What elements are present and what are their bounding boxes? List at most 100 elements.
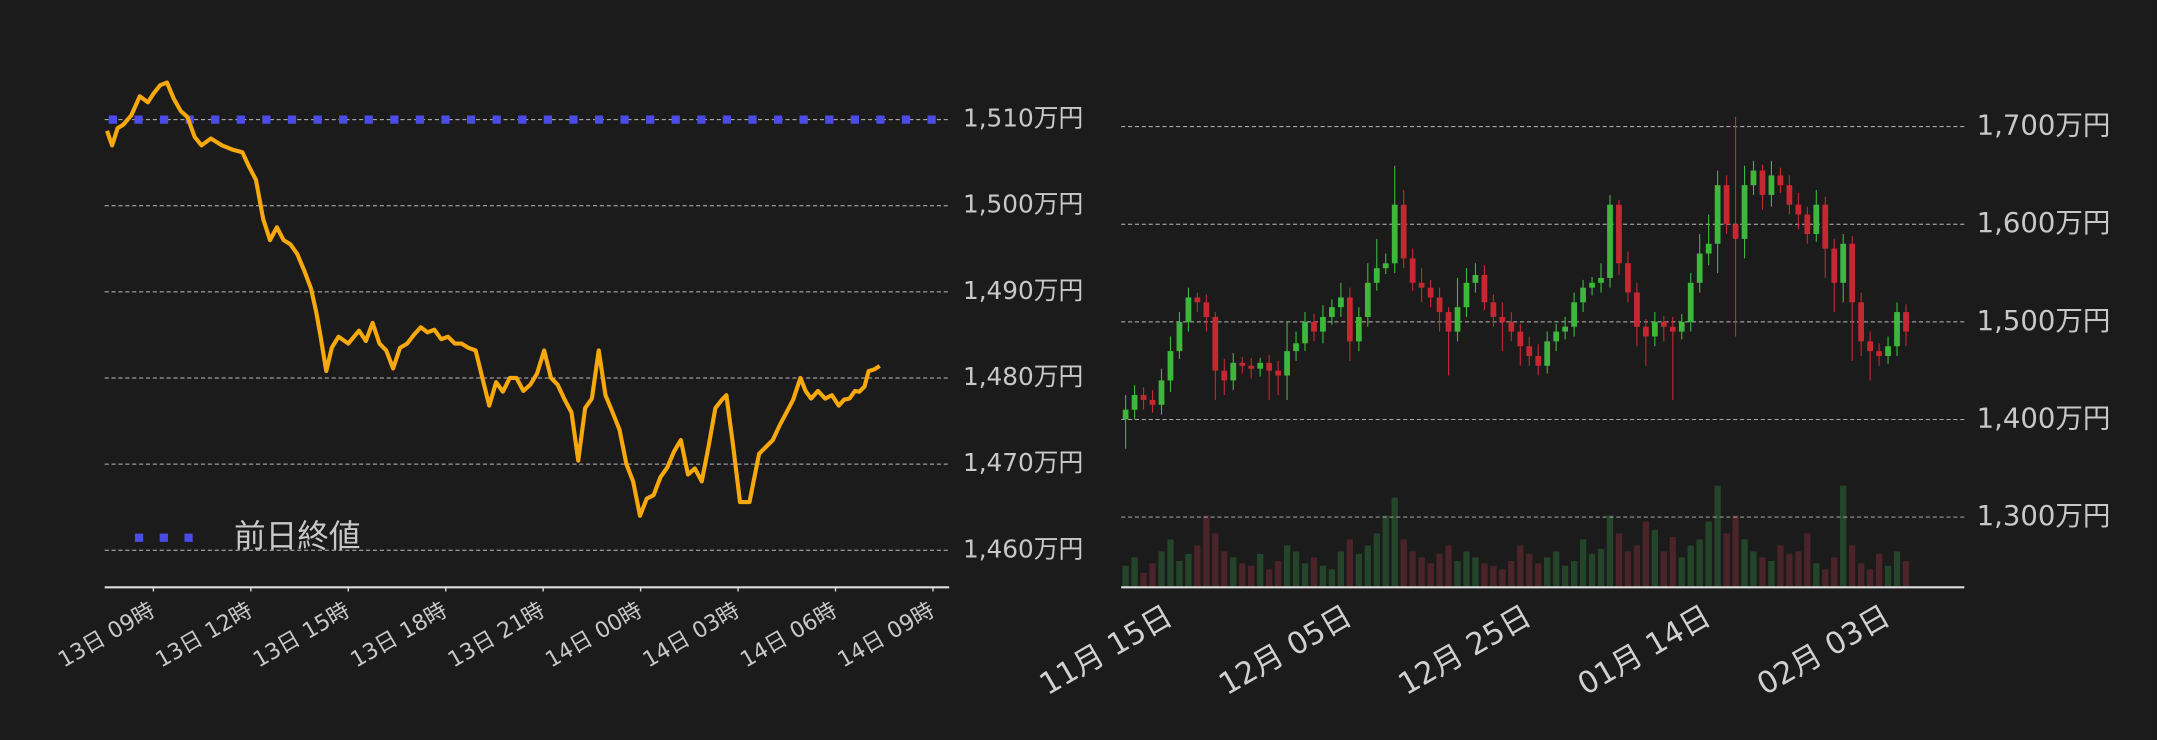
volume-bar: [1831, 557, 1838, 588]
candle-body: [1275, 370, 1281, 376]
candle-body: [1338, 297, 1344, 308]
volume-bar: [1436, 553, 1443, 588]
candle-body: [1167, 351, 1174, 381]
candle-body: [1203, 302, 1210, 317]
candle-body: [1373, 268, 1380, 283]
volume-bar: [1328, 569, 1336, 588]
candle-body: [1759, 170, 1766, 195]
volume-bar: [1642, 521, 1650, 588]
volume-bar: [1158, 551, 1165, 588]
volume-bar: [1463, 551, 1470, 588]
candle-body: [1329, 307, 1335, 317]
candle-body: [1221, 370, 1228, 381]
candle-body: [1526, 346, 1533, 357]
volume-bar: [1418, 557, 1425, 588]
candle-body: [1849, 243, 1856, 303]
volume-bar: [1131, 557, 1138, 588]
volume-bar: [1508, 560, 1515, 588]
volume-bar: [1248, 565, 1255, 588]
candle-body: [1185, 297, 1192, 322]
volume-bar: [1866, 569, 1874, 588]
y-tick-label: 1,470万円: [963, 448, 1083, 477]
candle-body: [1400, 204, 1407, 259]
candle-body: [1840, 243, 1847, 283]
candle-body: [1382, 263, 1389, 269]
candle-body: [1445, 312, 1452, 332]
volume-bar: [1741, 539, 1748, 588]
candle-body: [1418, 282, 1425, 288]
candle-body: [1723, 185, 1730, 225]
volume-bar: [1624, 551, 1632, 588]
candle-body: [1311, 321, 1317, 332]
candle-body: [1194, 297, 1201, 303]
candle-body: [1562, 326, 1569, 332]
candle-body: [1831, 248, 1838, 283]
candle-body: [1643, 326, 1649, 337]
candle-body: [1472, 274, 1479, 283]
candle-body: [1571, 302, 1577, 327]
candle-body: [1786, 185, 1793, 205]
candle-body: [1768, 175, 1775, 195]
candle-body: [1885, 346, 1891, 357]
volume-bar: [1795, 551, 1802, 588]
volume-bar: [1454, 560, 1461, 588]
candle-body: [1230, 362, 1237, 381]
volume-bar: [1337, 551, 1345, 588]
volume-bar: [1579, 539, 1587, 588]
volume-bar: [1481, 563, 1488, 588]
volume-bar: [1768, 560, 1775, 588]
candle-body: [1499, 316, 1506, 322]
candle-body: [1284, 351, 1290, 376]
volume-bar: [1364, 545, 1371, 588]
candle-body: [1687, 282, 1694, 322]
volume-bar: [1804, 533, 1811, 588]
volume-bar: [1597, 549, 1605, 588]
y-tick-label: 1,600万円: [1977, 207, 2111, 239]
volume-bar: [1185, 553, 1192, 588]
volume-bar: [1884, 565, 1892, 588]
candle-body: [1346, 297, 1353, 342]
volume-bar: [1149, 563, 1156, 588]
volume-bar: [1427, 563, 1434, 588]
volume-bar: [1283, 545, 1291, 588]
volume-bar: [1266, 569, 1273, 588]
candle-body: [1364, 282, 1371, 317]
candle-body: [1544, 341, 1551, 366]
volume-bar: [1687, 545, 1694, 588]
candle-body: [1741, 185, 1748, 239]
volume-bar: [1167, 539, 1174, 588]
volume-bar: [1400, 539, 1407, 588]
volume-bar: [1472, 557, 1479, 588]
candle-body: [1777, 175, 1784, 186]
candle-body: [1320, 316, 1326, 332]
candle-body: [1553, 331, 1560, 342]
volume-bar: [1562, 565, 1569, 588]
candle-body: [1696, 253, 1703, 283]
candle-body: [1302, 321, 1308, 344]
candle-body: [1732, 224, 1739, 239]
volume-bar: [1544, 557, 1551, 588]
candle-body: [1239, 362, 1246, 366]
candle-body: [1589, 282, 1595, 288]
y-tick-label: 1,490万円: [963, 276, 1083, 305]
volume-bar: [1849, 545, 1856, 588]
candle-body: [1867, 341, 1873, 352]
price-line: [105, 80, 881, 518]
candle-body: [1535, 356, 1542, 366]
candle-body: [1607, 204, 1613, 278]
volume-bar: [1875, 553, 1883, 588]
candle-body: [1140, 395, 1147, 400]
y-tick-label: 1,500万円: [1977, 305, 2111, 337]
candle-body: [1391, 204, 1398, 264]
candle-body: [1293, 343, 1299, 352]
candle-body: [1714, 185, 1721, 244]
candle-body: [1580, 287, 1586, 303]
y-tick-label: 1,500万円: [963, 190, 1083, 219]
volume-bar: [1535, 563, 1542, 588]
candle-body: [1660, 321, 1667, 327]
candle-body: [1598, 277, 1604, 283]
candle-body: [1651, 321, 1658, 337]
candle-body: [1858, 302, 1865, 342]
candle-body: [1257, 362, 1264, 369]
